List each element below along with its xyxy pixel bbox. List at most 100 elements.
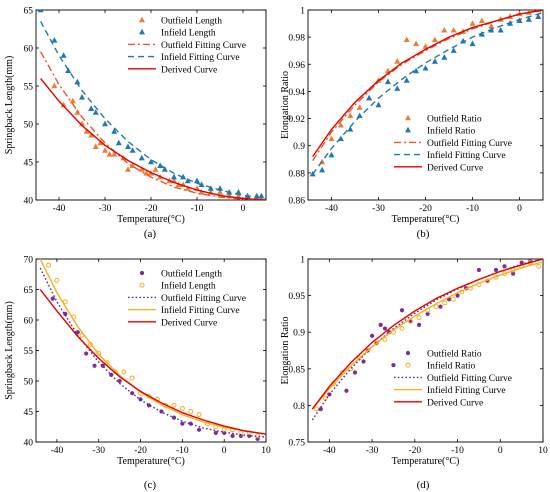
panel-4: -40 -30 -20 -10 0 10 0.75 0.8 0.85 0.9 0.95 1 Temper… [280,256,548,468]
panel-4-point-1 [378,322,383,327]
panel-2-legend-label: Derived Curve [427,163,483,173]
panel-1-legend-swatch [139,28,145,35]
panel-3-xtick-label: -10 [176,446,189,456]
panel-3-panel-label: (c) [144,479,157,491]
panel-4-legend-label: Infield Ratio [427,361,476,372]
panel-3-ytick-label: 70 [24,256,34,266]
panel-1-point-1 [152,166,159,172]
panel-1-ytick-label: 60 [24,45,34,55]
panel-4-point-1 [361,359,366,364]
panel-1-data [37,10,266,200]
panel-1-point-2 [125,143,131,149]
panel-4-legend-swatch [405,362,411,368]
panel-1-point-2 [161,166,168,172]
panel-3-xtick-label: -30 [92,446,105,456]
panel-4-point-1 [476,267,482,273]
panel-3-series-line-3 [39,267,266,438]
panel-3-data [39,259,266,442]
panel-1-point-1 [97,139,104,146]
panel-2-point-2 [525,16,532,22]
panel-2-point-2 [535,13,542,19]
panel-2-point-2 [431,58,438,64]
panel-2-legend-label: Outfield Fitting Curve [427,138,512,149]
panel-1-xtick-label: -20 [145,204,158,214]
panel-3-legend-label: Infield Fitting Curve [161,305,240,316]
panel-1-ytick-label: 50 [24,121,34,131]
panel-4-point-1 [438,304,443,309]
panel-4-point-2 [399,326,405,332]
panel-4-point-1 [416,322,422,327]
panel-4-point-1 [352,370,358,375]
panel-4-xtick-label: -10 [451,446,464,456]
panel-3-point-2 [46,262,52,268]
panel-2-point-1 [450,26,457,33]
panel-3-point-2 [54,277,60,283]
panel-2-xtick-label: -30 [372,204,385,214]
panel-1-legend-label: Infield Length [161,28,216,39]
panel-1-point-2 [102,120,108,127]
panel-3-ytick-label: 40 [24,439,34,449]
panel-2-ytick-label: 0.92 [288,115,305,125]
panel-2-point-1 [478,17,485,24]
panel-2-ytick-label: 0.9 [293,142,305,152]
panel-1-point-2 [235,189,242,195]
panel-4-series-line-5 [311,259,543,410]
panel-3-point-1 [92,363,97,368]
panel-4-point-1 [425,311,430,316]
panel-2-xtick-label: 0 [517,204,522,214]
panel-3-legend-swatch [139,282,145,288]
panel-3-point-1 [196,427,202,432]
panel-1-xtick-label: 0 [241,204,246,214]
panel-2-legend-label: Infield Ratio [427,126,476,137]
panel-1-legend-swatch [139,16,145,23]
panel-1-point-2 [129,147,136,153]
panel-1-point-1 [60,101,67,108]
panel-2-point-1 [403,36,410,43]
panel-1-point-2 [111,128,118,134]
panel-3-point-2 [104,360,110,366]
panel-4-ylabel: Elongation Ratio [280,316,291,384]
panel-1-point-1 [69,97,76,104]
panel-2-panel-label: (b) [417,228,430,240]
panel-4-point-1 [399,308,405,313]
panel-4-ytick-label: 0.75 [288,439,305,449]
panel-4-legend-swatch [405,350,411,356]
panel-3-point-2 [188,409,194,414]
panel-1-xtick-label: -40 [53,204,66,214]
panel-4-frame [307,258,544,443]
panel-2-legend-label: Outfield Ratio [427,114,482,125]
panel-1: -40 -30 -20 -10 0 40 45 50 55 60 65 Temperature(°C)… [4,7,267,225]
panel-3-point-2 [129,375,135,381]
panel-1-legend-label: Outfield Fitting Curve [161,40,246,51]
panel-2: -40 -30 -20 -10 0 0.86 0.88 0.9 0.92 0.94 0.96 0.98… [280,7,544,225]
panel-2-ytick-label: 0.96 [288,61,305,71]
panel-3-ytick-label: 45 [24,408,34,418]
panel-3-xlabel: Temperature(°C) [117,456,185,467]
panel-4-point-1 [455,293,460,298]
panel-3-ytick-label: 65 [24,286,34,296]
panel-1-series-line-4 [39,21,266,200]
panel-4-panel-label: (d) [417,479,430,491]
panel-4-legend-label: Infield Fitting Curve [427,385,506,396]
panel-4-xtick-label: 0 [498,446,503,456]
panel-3-ylabel: Springback Length(mm) [4,301,15,400]
panel-4-legend-label: Outfield Ratio [427,349,482,360]
panel-1-point-1 [125,166,131,172]
panel-1-point-2 [79,94,85,100]
panel-1-point-1 [102,147,108,153]
panel-2-point-2 [403,77,410,83]
panel-2-point-2 [328,151,335,158]
panel-1-point-1 [129,162,136,168]
panel-3-legend-label: Outfield Fitting Curve [161,293,246,304]
panel-3-point-1 [117,378,122,384]
panel-4-point-1 [502,264,507,269]
panel-3-point-2 [196,412,202,418]
panel-2-point-1 [337,121,344,128]
panel-4-point-2 [416,315,422,321]
panel-4-point-2 [365,348,371,353]
panel-3-point-2 [121,369,127,375]
